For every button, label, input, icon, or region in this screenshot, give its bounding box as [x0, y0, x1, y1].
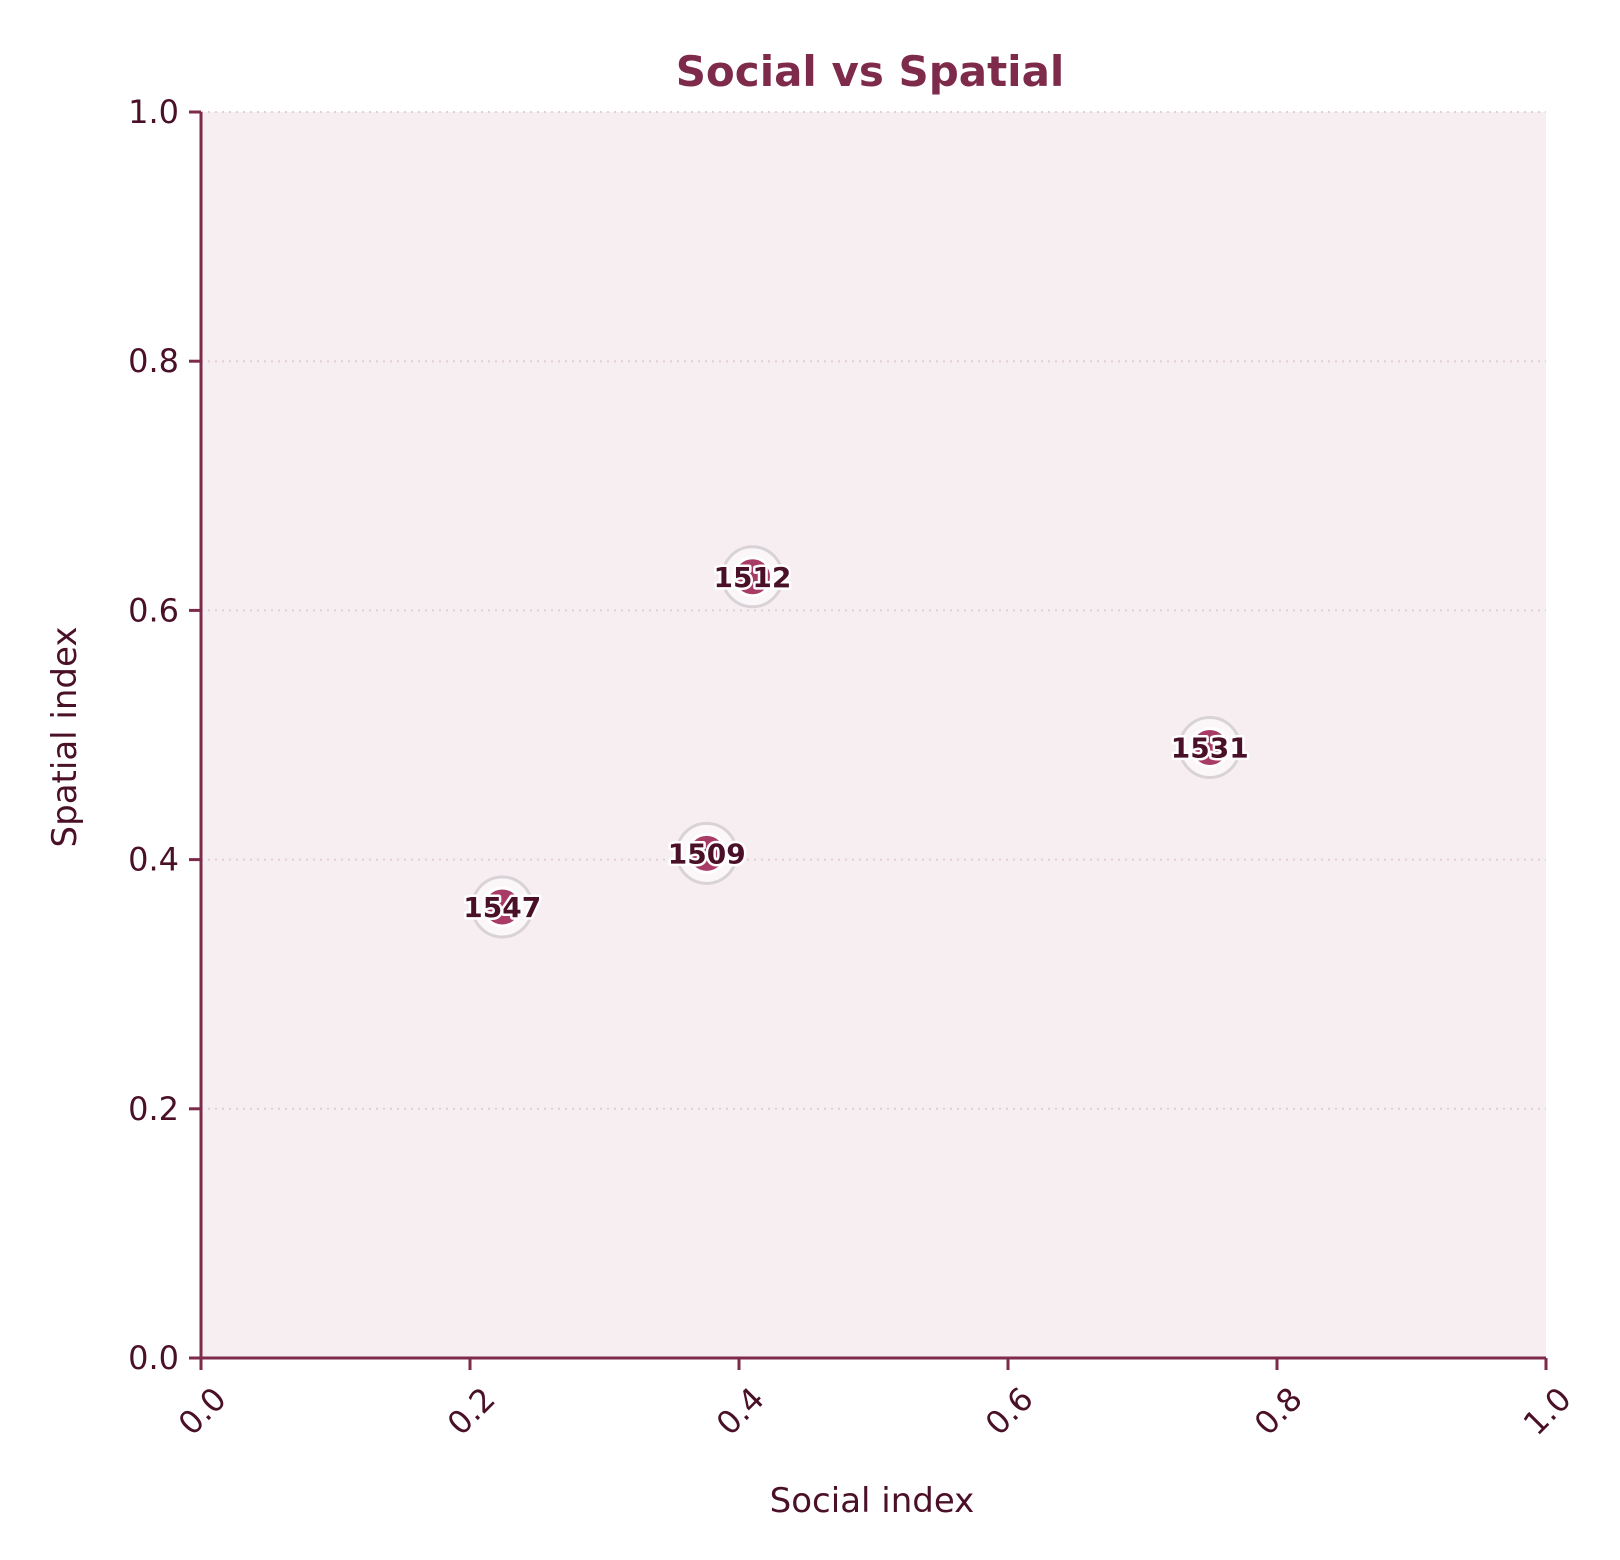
data-point: 1547 — [461, 875, 544, 939]
data-point: 1512 — [711, 545, 794, 609]
y-tick-label: 0.8 — [128, 342, 179, 380]
point-marker — [686, 832, 728, 874]
data-point: 1509 — [665, 821, 748, 885]
x-tick-label: 0.2 — [440, 1380, 503, 1443]
point-label: 1509 — [668, 837, 746, 870]
axes — [199, 112, 1546, 1360]
y-tick-label: 0.4 — [128, 841, 179, 879]
grid-lines — [201, 111, 1546, 1110]
x-tick-label: 0.4 — [709, 1380, 772, 1443]
y-tick-label: 1.0 — [128, 93, 179, 131]
point-label: 1531 — [1171, 731, 1249, 764]
y-axis-label: Spatial index — [45, 627, 85, 848]
point-marker — [1189, 726, 1231, 768]
plot-background — [201, 112, 1546, 1358]
point-label: 1512 — [713, 561, 791, 594]
point-label: 1547 — [463, 891, 541, 924]
data-point: 1531 — [1168, 715, 1251, 779]
x-axis-label: Social index — [770, 1481, 975, 1521]
x-tick-label: 1.0 — [1516, 1380, 1579, 1443]
y-tick-label: 0.0 — [128, 1339, 179, 1377]
y-tick-label: 0.6 — [128, 591, 179, 629]
x-tick-label: 0.0 — [171, 1380, 234, 1443]
point-marker — [731, 556, 773, 598]
x-tick-label: 0.8 — [1247, 1380, 1310, 1443]
x-tick-label: 0.6 — [978, 1380, 1041, 1443]
data-points: 1547 1509 1512 1531 — [461, 545, 1251, 939]
chart-title: Social vs Spatial — [676, 47, 1065, 96]
y-tick-label: 0.2 — [128, 1090, 179, 1128]
point-marker — [481, 886, 523, 928]
